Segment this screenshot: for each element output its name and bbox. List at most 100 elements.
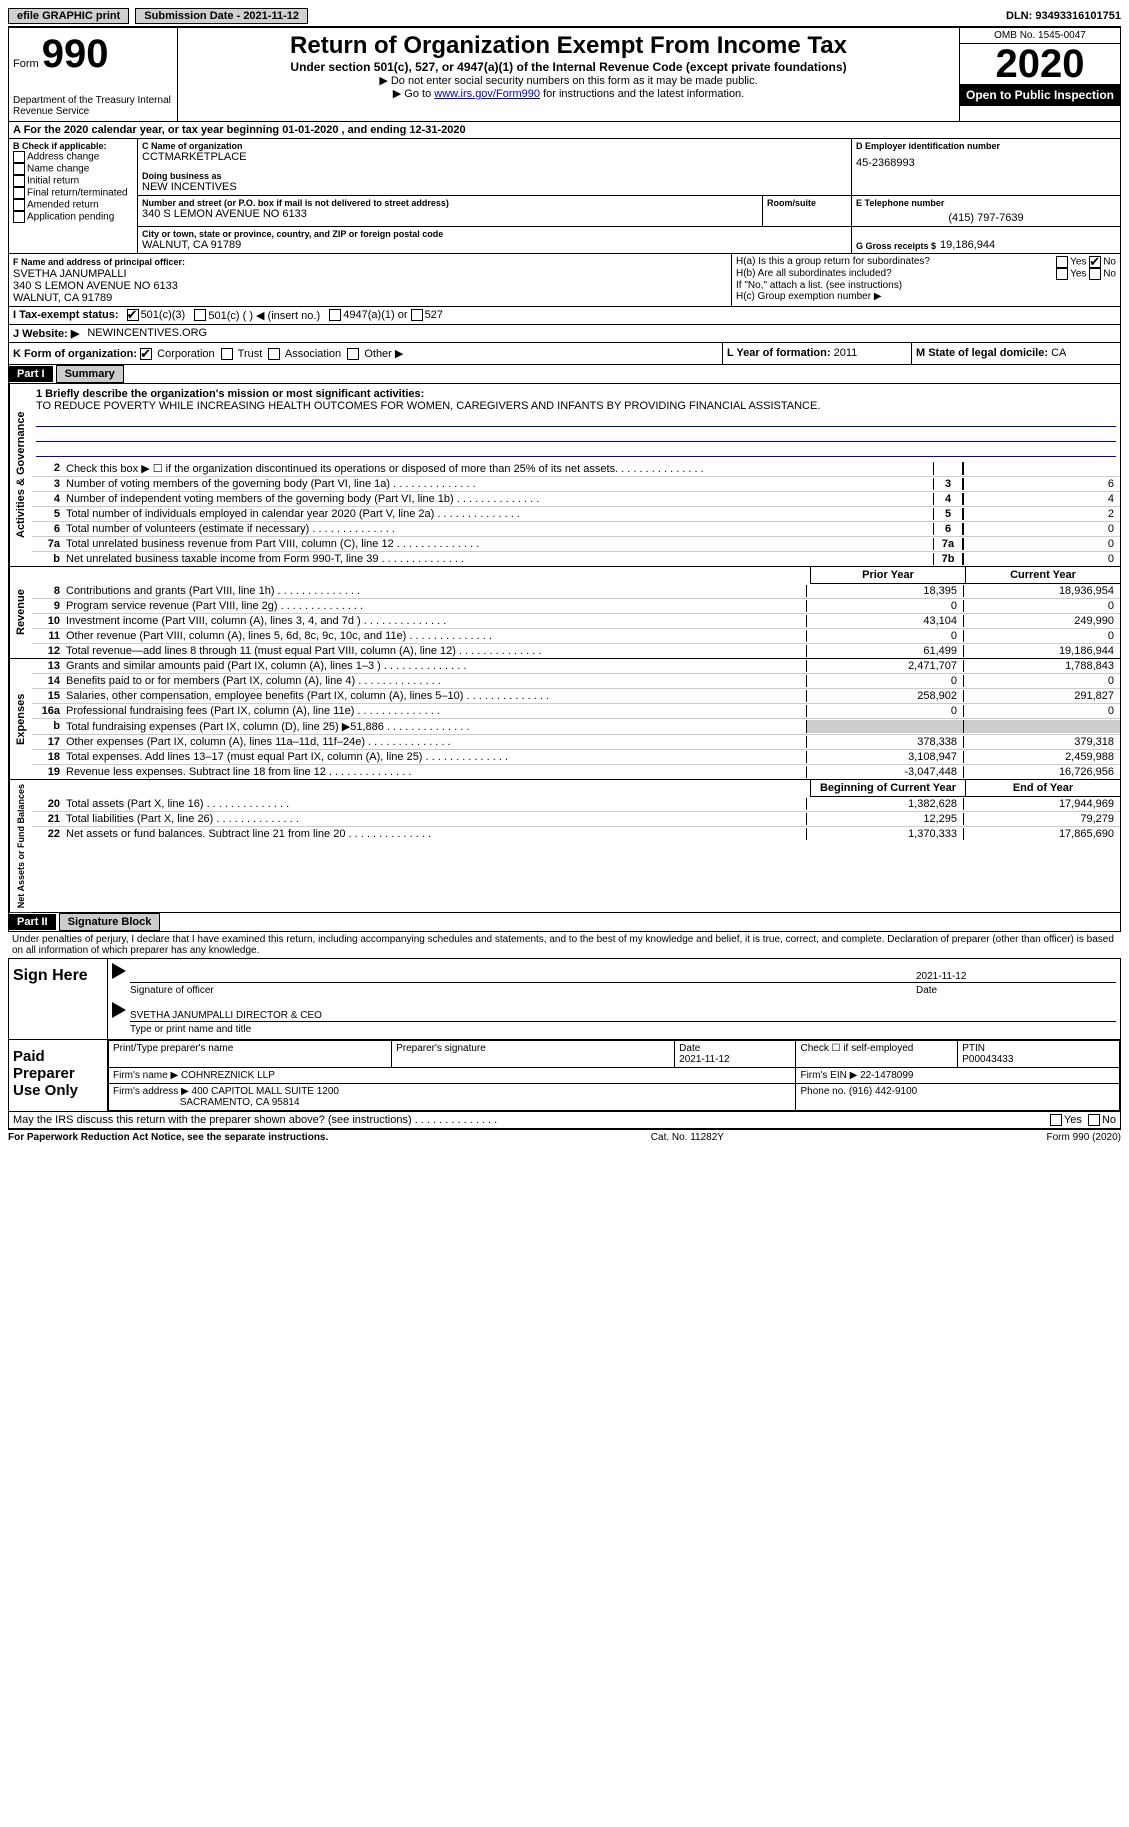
revenue-header: Prior Year Current Year <box>32 567 1120 584</box>
netassets-header: Beginning of Current Year End of Year <box>32 780 1120 797</box>
checkbox-501c3[interactable] <box>127 309 139 321</box>
firm-name: COHNREZNICK LLP <box>181 1070 275 1081</box>
opt-name-change: Name change <box>27 164 89 175</box>
opt-amended-return: Amended return <box>27 200 99 211</box>
checkbox-ha-no[interactable] <box>1089 256 1101 268</box>
checkbox-discuss-yes[interactable] <box>1050 1114 1062 1126</box>
k-l-m-row: K Form of organization: Corporation Trus… <box>8 343 1121 365</box>
label-self-employed: Check ☐ if self-employed <box>800 1043 913 1054</box>
label-tax-exempt: I Tax-exempt status: <box>13 309 119 322</box>
label-domicile: M State of legal domicile: <box>916 347 1048 359</box>
governance-line: 5Total number of individuals employed in… <box>32 507 1120 522</box>
opt-501c: 501(c) ( ) ◀ (insert no.) <box>208 309 320 322</box>
submission-date-button[interactable]: Submission Date - 2021-11-12 <box>135 8 308 24</box>
governance-line: 4Number of independent voting members of… <box>32 492 1120 507</box>
summary-line: 16aProfessional fundraising fees (Part I… <box>32 704 1120 719</box>
ein-value: 45-2368993 <box>856 157 1116 169</box>
checkbox-address-change[interactable] <box>13 151 25 163</box>
discuss-label: May the IRS discuss this return with the… <box>13 1114 497 1126</box>
checkbox-527[interactable] <box>411 309 423 321</box>
label-firm-phone: Phone no. <box>800 1086 846 1097</box>
mission-blank-1 <box>36 412 1116 427</box>
label-street: Number and street (or P.O. box if mail i… <box>142 198 758 208</box>
checkbox-association[interactable] <box>268 348 280 360</box>
mission-blank-2 <box>36 427 1116 442</box>
col-b-checkboxes: B Check if applicable: Address change Na… <box>9 139 138 253</box>
summary-line: 20Total assets (Part X, line 16)1,382,62… <box>32 797 1120 812</box>
label-preparer-sig: Preparer's signature <box>396 1043 486 1054</box>
domicile-state: CA <box>1051 347 1066 359</box>
label-firm-name: Firm's name ▶ <box>113 1070 178 1081</box>
gross-receipts-value: 19,186,944 <box>940 239 995 251</box>
label-ptin: PTIN <box>962 1043 985 1054</box>
checkbox-ha-yes[interactable] <box>1056 256 1068 268</box>
form-word: Form <box>13 58 39 70</box>
col-prior-year: Prior Year <box>810 567 965 584</box>
sign-here-block: Sign Here 2021-11-12 Signature of office… <box>8 958 1121 1040</box>
vtab-governance: Activities & Governance <box>9 384 32 566</box>
opt-corporation: Corporation <box>157 348 214 360</box>
checkbox-corporation[interactable] <box>140 348 152 360</box>
label-room: Room/suite <box>767 198 847 208</box>
arrow-icon <box>112 963 126 979</box>
label-ein: D Employer identification number <box>856 141 1116 151</box>
checkbox-discuss-no[interactable] <box>1088 1114 1100 1126</box>
summary-line: 21Total liabilities (Part X, line 26)12,… <box>32 812 1120 827</box>
efile-button[interactable]: efile GRAPHIC print <box>8 8 129 24</box>
checkbox-trust[interactable] <box>221 348 233 360</box>
firm-addr2: SACRAMENTO, CA 95814 <box>180 1097 300 1108</box>
irs-link[interactable]: www.irs.gov/Form990 <box>434 88 540 100</box>
label-sig-officer: Signature of officer <box>130 985 916 996</box>
summary-line: bTotal fundraising expenses (Part IX, co… <box>32 719 1120 735</box>
page-footer: For Paperwork Reduction Act Notice, see … <box>8 1129 1121 1143</box>
public-inspection: Open to Public Inspection <box>960 84 1120 106</box>
opt-application-pending: Application pending <box>27 212 114 223</box>
governance-section: Activities & Governance 1 Briefly descri… <box>8 384 1121 567</box>
opt-association: Association <box>285 348 341 360</box>
discuss-row: May the IRS discuss this return with the… <box>8 1112 1121 1129</box>
net-assets-section: Net Assets or Fund Balances Beginning of… <box>8 780 1121 913</box>
checkbox-other[interactable] <box>347 348 359 360</box>
h-note: If "No," attach a list. (see instruction… <box>736 280 1116 291</box>
dln-label: DLN: 93493316101751 <box>1006 10 1121 22</box>
checkbox-hb-yes[interactable] <box>1056 268 1068 280</box>
col-current-year: Current Year <box>965 567 1120 584</box>
checkbox-initial-return[interactable] <box>13 175 25 187</box>
checkbox-name-change[interactable] <box>13 163 25 175</box>
form-subtitle: Under section 501(c), 527, or 4947(a)(1)… <box>182 60 955 74</box>
governance-line: bNet unrelated business taxable income f… <box>32 552 1120 566</box>
opt-final-return: Final return/terminated <box>27 188 128 199</box>
summary-line: 11Other revenue (Part VIII, column (A), … <box>32 629 1120 644</box>
phone-value: (415) 797-7639 <box>856 212 1116 224</box>
checkbox-amended-return[interactable] <box>13 199 25 211</box>
label-firm-addr: Firm's address ▶ <box>113 1086 189 1097</box>
checkbox-4947[interactable] <box>329 309 341 321</box>
expenses-section: Expenses 13Grants and similar amounts pa… <box>8 659 1121 780</box>
checkbox-application-pending[interactable] <box>13 211 25 223</box>
label-city: City or town, state or province, country… <box>142 229 847 239</box>
label-website: J Website: ▶ <box>13 327 79 340</box>
checkbox-501c[interactable] <box>194 309 206 321</box>
sign-here-label: Sign Here <box>9 959 108 1039</box>
part-ii-bar: Part II <box>9 914 56 930</box>
checkbox-hb-no[interactable] <box>1089 268 1101 280</box>
dept-treasury: Department of the Treasury Internal Reve… <box>13 95 173 117</box>
firm-addr1: 400 CAPITOL MALL SUITE 1200 <box>192 1086 339 1097</box>
summary-line: 12Total revenue—add lines 8 through 11 (… <box>32 644 1120 658</box>
label-form-of-org: K Form of organization: <box>13 348 137 360</box>
preparer-table: Print/Type preparer's name Preparer's si… <box>108 1040 1120 1111</box>
opt-other: Other ▶ <box>364 348 403 360</box>
opt-4947: 4947(a)(1) or <box>343 309 407 322</box>
mission-prompt: 1 Briefly describe the organization's mi… <box>36 388 1116 400</box>
prep-date: 2021-11-12 <box>679 1054 729 1065</box>
org-name: CCTMARKETPLACE <box>142 151 847 163</box>
summary-line: 13Grants and similar amounts paid (Part … <box>32 659 1120 674</box>
checkbox-final-return[interactable] <box>13 187 25 199</box>
year-formation: 2011 <box>834 347 858 359</box>
line-a-tax-year: A For the 2020 calendar year, or tax yea… <box>8 122 1121 139</box>
paid-preparer-block: Paid Preparer Use Only Print/Type prepar… <box>8 1040 1121 1112</box>
part-i-bar: Part I <box>9 366 53 382</box>
label-firm-ein: Firm's EIN ▶ <box>800 1070 857 1081</box>
opt-527: 527 <box>425 309 443 322</box>
part-i-header: Part I Summary <box>8 365 1121 384</box>
